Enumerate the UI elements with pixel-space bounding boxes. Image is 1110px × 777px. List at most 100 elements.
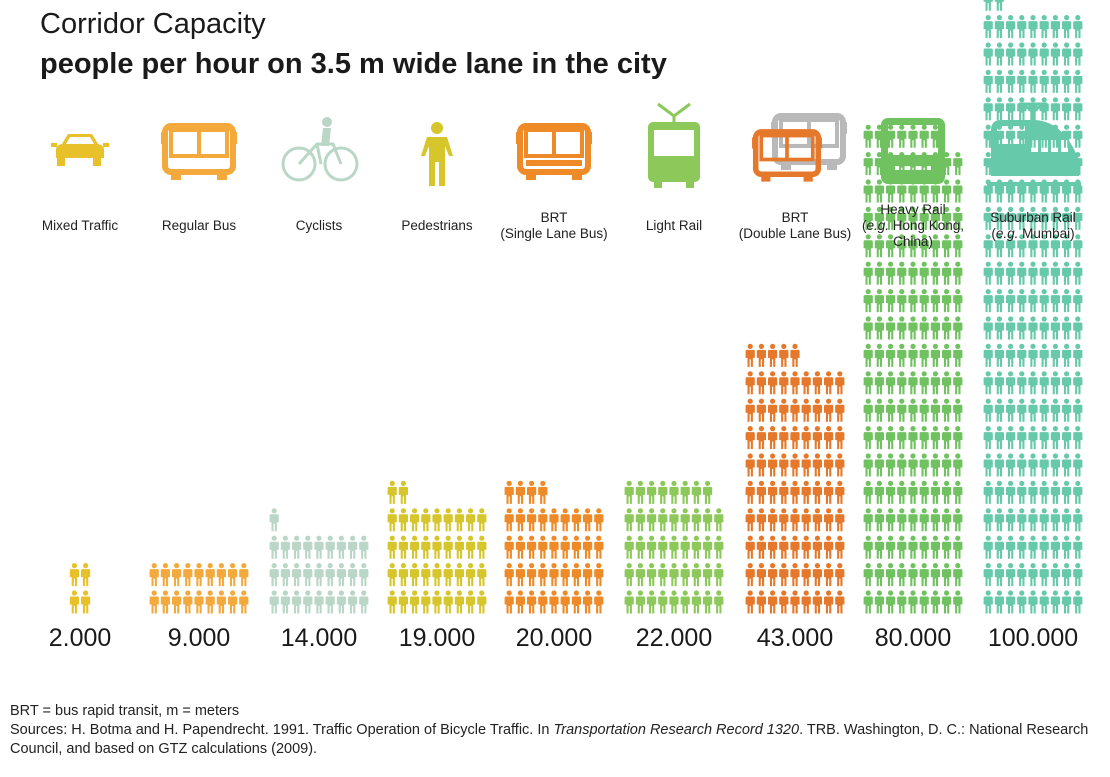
person-figure	[1006, 426, 1016, 450]
person-figure	[1073, 343, 1083, 367]
person-figure	[466, 590, 476, 614]
person-figure	[432, 508, 442, 532]
person-figure	[756, 343, 766, 367]
person-figure	[194, 590, 204, 614]
person-figure	[1017, 316, 1027, 340]
person-figure	[942, 480, 952, 504]
person-figure	[768, 343, 778, 367]
person-figure	[1050, 15, 1060, 39]
person-figure	[874, 535, 884, 559]
source-note: Sources: H. Botma and H. Papendrecht. 19…	[10, 721, 1095, 759]
person-figure	[942, 563, 952, 587]
person-figure	[703, 480, 713, 504]
person-figure	[515, 563, 525, 587]
person-figure	[768, 453, 778, 477]
person-figure	[571, 535, 581, 559]
person-figure	[897, 535, 907, 559]
person-figure	[183, 590, 193, 614]
person-figure	[1028, 480, 1038, 504]
person-figure	[1039, 535, 1049, 559]
person-figure	[983, 535, 993, 559]
person-figure	[1062, 535, 1072, 559]
person-figure	[908, 398, 918, 422]
person-figure	[908, 480, 918, 504]
person-figure	[680, 480, 690, 504]
person-figure	[387, 563, 397, 587]
person-figure	[994, 69, 1004, 93]
person-figure	[1006, 316, 1016, 340]
person-figure	[228, 563, 238, 587]
person-figure	[583, 508, 593, 532]
person-figure	[669, 480, 679, 504]
person-figure	[303, 590, 313, 614]
person-figure	[527, 535, 537, 559]
person-figure	[658, 563, 668, 587]
person-figure	[756, 508, 766, 532]
person-figure	[886, 480, 896, 504]
person-figure	[942, 508, 952, 532]
person-figure	[953, 179, 963, 203]
person-figure	[454, 590, 464, 614]
person-figure	[1006, 590, 1016, 614]
person-figure	[1028, 398, 1038, 422]
person-figure	[897, 508, 907, 532]
person-figure	[280, 535, 290, 559]
person-figure	[635, 508, 645, 532]
person-figure	[874, 508, 884, 532]
person-figure	[691, 480, 701, 504]
person-figure	[1028, 316, 1038, 340]
person-figure	[703, 535, 713, 559]
source-suffix: . TRB. Washington, D. C.: National Resea…	[10, 722, 1089, 757]
person-figure	[953, 453, 963, 477]
person-figure	[983, 69, 993, 93]
person-figure	[325, 590, 335, 614]
person-figure	[549, 590, 559, 614]
pedestrian-icon	[421, 122, 453, 186]
person-figure	[897, 289, 907, 313]
person-figure	[994, 535, 1004, 559]
person-figure	[81, 590, 91, 614]
person-figure	[583, 535, 593, 559]
person-figure	[930, 426, 940, 450]
person-figure	[930, 289, 940, 313]
person-figure	[908, 289, 918, 313]
person-figure	[908, 508, 918, 532]
person-figure	[1073, 97, 1083, 121]
person-figure	[863, 508, 873, 532]
person-figure	[1073, 398, 1083, 422]
figure-column-heavy-rail	[863, 124, 963, 614]
person-figure	[1073, 508, 1083, 532]
person-figure	[994, 42, 1004, 66]
person-figure	[280, 563, 290, 587]
person-figure	[1006, 508, 1016, 532]
person-figure	[172, 590, 182, 614]
person-figure	[658, 535, 668, 559]
person-figure	[790, 563, 800, 587]
person-figure	[886, 371, 896, 395]
category-label-brt-double: BRT (Double Lane Bus)	[725, 210, 865, 242]
person-figure	[897, 590, 907, 614]
person-figure	[908, 316, 918, 340]
person-figure	[756, 480, 766, 504]
person-figure	[1062, 590, 1072, 614]
category-label-line: Suburban Rail	[990, 210, 1076, 225]
person-figure	[768, 426, 778, 450]
pictograph-chart	[51, 0, 1083, 614]
person-figure	[421, 535, 431, 559]
person-figure	[1017, 508, 1027, 532]
person-figure	[314, 590, 324, 614]
person-figure	[1006, 15, 1016, 39]
person-figure	[768, 480, 778, 504]
person-figure	[549, 535, 559, 559]
person-figure	[1028, 289, 1038, 313]
figure-column-cyclists	[269, 508, 369, 614]
person-figure	[953, 563, 963, 587]
person-figure	[466, 535, 476, 559]
person-figure	[745, 535, 755, 559]
person-figure	[779, 426, 789, 450]
value-label-suburban-rail: 100.000	[987, 624, 1079, 652]
person-figure	[1017, 590, 1027, 614]
person-figure	[538, 590, 548, 614]
person-figure	[1017, 97, 1027, 121]
person-figure	[790, 426, 800, 450]
